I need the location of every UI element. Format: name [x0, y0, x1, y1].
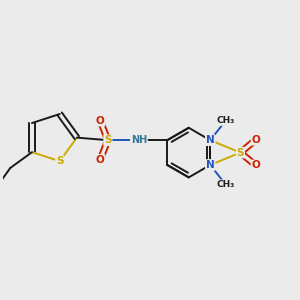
Text: S: S	[104, 135, 112, 145]
Text: O: O	[96, 116, 104, 126]
Text: O: O	[251, 135, 260, 145]
Text: O: O	[96, 155, 104, 165]
Text: O: O	[251, 160, 260, 170]
Text: N: N	[206, 135, 214, 145]
Text: N: N	[206, 160, 214, 170]
Text: S: S	[56, 156, 64, 166]
Text: CH₃: CH₃	[217, 116, 235, 125]
Text: CH₃: CH₃	[217, 180, 235, 189]
Text: S: S	[237, 148, 244, 158]
Text: NH: NH	[131, 135, 147, 145]
